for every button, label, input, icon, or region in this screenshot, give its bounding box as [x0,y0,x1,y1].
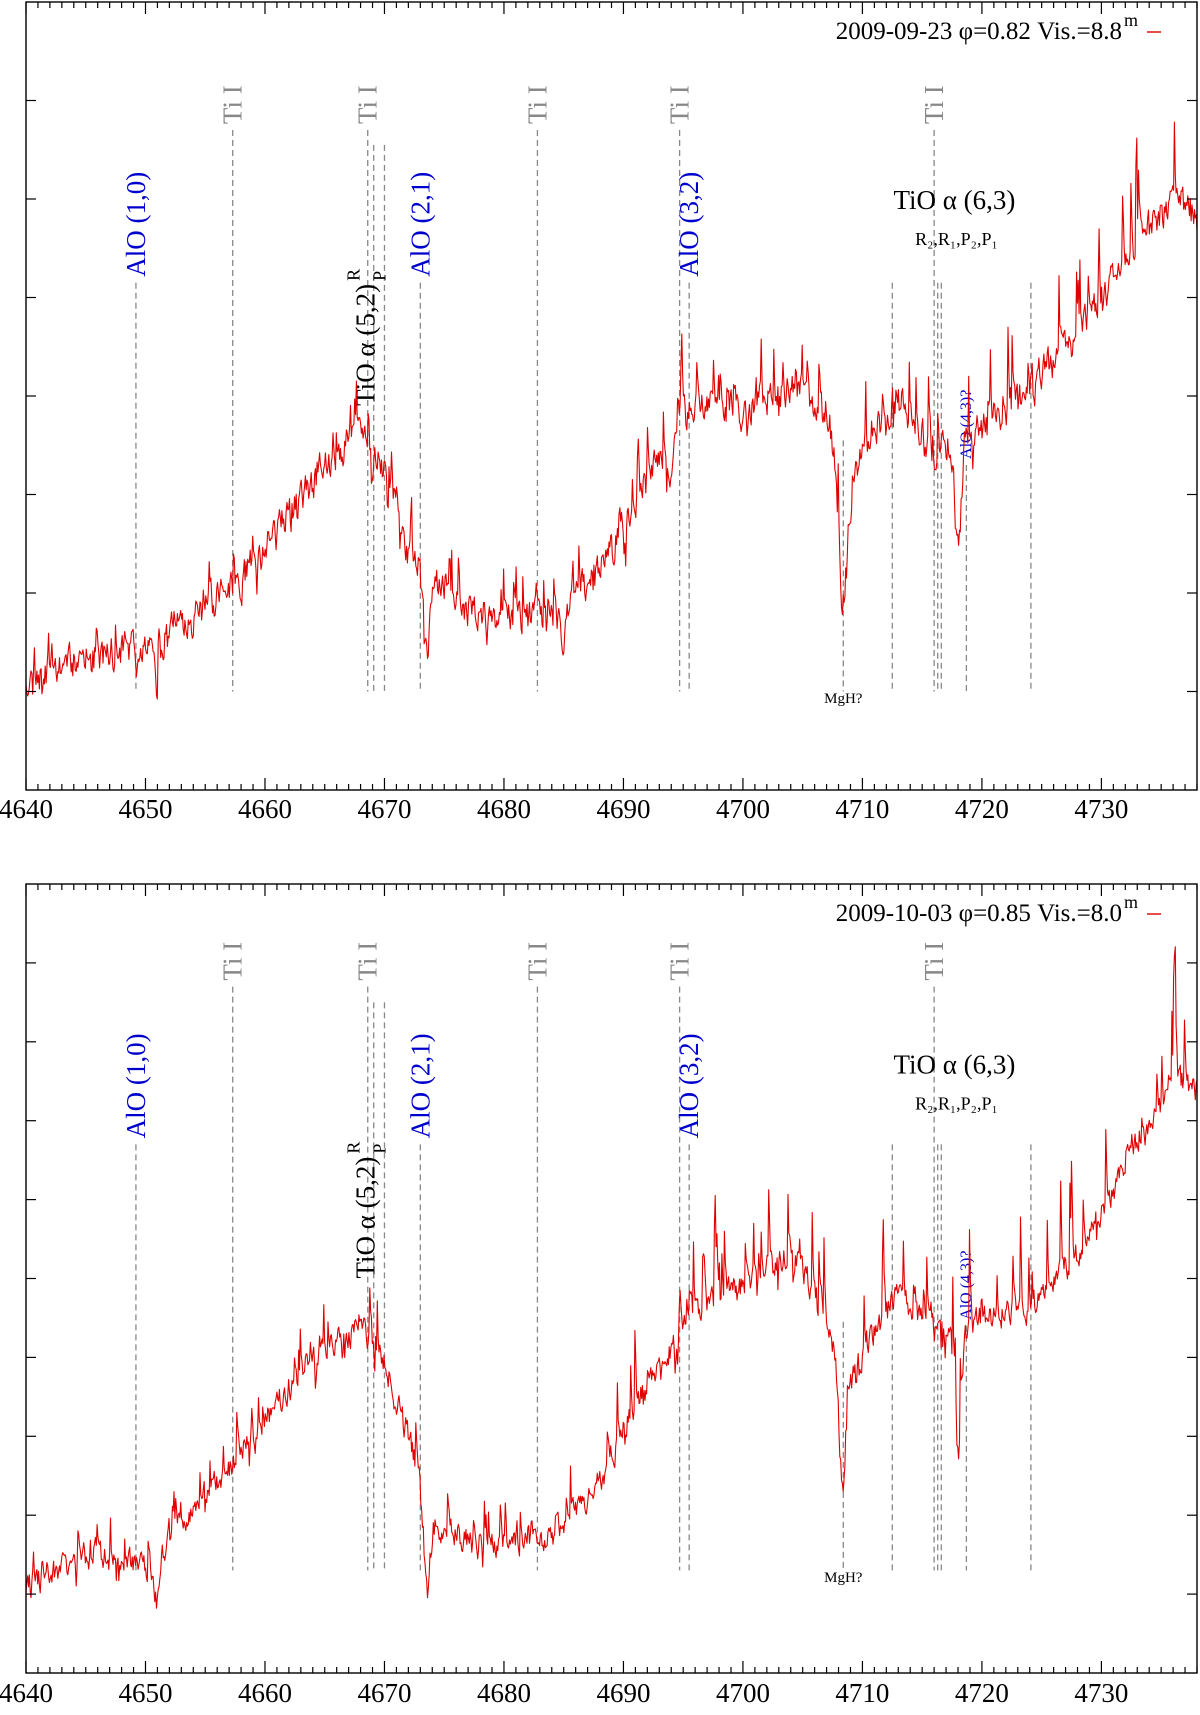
x-tick-label: 4730 [1074,1678,1128,1708]
x-tick-label: 4670 [357,794,411,824]
ti-label: Ti I [353,942,383,981]
y-axis [26,962,1197,1595]
x-tick-label: 4660 [238,794,292,824]
tio-63-label: TiO α (6,3) [893,185,1015,215]
tio-52-sup: R [343,269,363,281]
legend-label: 2009-09-23 φ=0.82 Vis.=8.8 [836,18,1122,45]
x-tick-label: 4650 [118,1678,172,1708]
legend-sup: m [1124,10,1138,30]
ti-label: Ti I [218,942,248,981]
x-axis: 4640 4650 4660 4670 4680 4690 4700 4710 4720 4730 [0,2,1198,824]
x-tick-label: 4710 [835,794,889,824]
line-identifications: AlO (1,0) Ti I Ti I AlO (2,1) Ti I Ti I AlO (3… [121,85,1032,707]
chart-panel-2: AlO (1,0) Ti I Ti I AlO (2,1) Ti I Ti I AlO (3… [0,883,1198,1708]
ti-label: Ti I [919,942,949,981]
y-axis [26,99,1197,693]
tio-52-label: TiO α (5,2) [350,1157,380,1279]
tio-63-label: TiO α (6,3) [893,1049,1015,1079]
x-tick-label: 4720 [955,794,1009,824]
tio-63-branches: R₂,R₁,P₂,P₁ [915,1093,998,1113]
x-tick-label: 4690 [596,1678,650,1708]
tio-52-label: TiO α (5,2) [350,284,380,406]
x-tick-label: 4680 [477,1678,531,1708]
alo-label: AlO (2,1) [405,1033,435,1138]
spectrum-line [26,121,1197,700]
alo-label: AlO (3,2) [674,1033,704,1138]
plot-frame [25,1,1198,791]
ti-label: Ti I [353,85,383,124]
tio-52-label-group: TiO α (5,2) R P [343,1142,389,1279]
x-tick-label: 4680 [477,794,531,824]
x-tick-label: 4640 [0,1678,53,1708]
ti-label: Ti I [665,85,695,124]
ti-label: Ti I [665,942,695,981]
tio-63-branches: R₂,R₁,P₂,P₁ [915,229,998,249]
x-tick-label: 4730 [1074,794,1128,824]
chart-panel-1: AlO (1,0) Ti I Ti I AlO (2,1) Ti I Ti I AlO (3… [0,1,1198,824]
x-tick-label: 4640 [0,794,53,824]
mgh-label: MgH? [824,691,863,707]
x-tick-label: 4690 [596,794,650,824]
legend-label: 2009-10-03 φ=0.85 Vis.=8.0 [836,900,1122,927]
x-tick-label: 4670 [357,1678,411,1708]
x-tick-label: 4660 [238,1678,292,1708]
alo-small-label: AlO (4,3)? [958,1251,975,1320]
x-tick-label: 4650 [118,794,172,824]
line-identifications: AlO (1,0) Ti I Ti I AlO (2,1) Ti I Ti I AlO (3… [121,942,1032,1586]
legend: 2009-09-23 φ=0.82 Vis.=8.8 m [836,10,1161,45]
x-tick-label: 4700 [716,1678,770,1708]
ti-label: Ti I [218,85,248,124]
tio-52-sub: P [369,1144,389,1154]
alo-small-label: AlO (4,3)? [958,390,975,459]
alo-label: AlO (1,0) [121,1033,151,1138]
tio-52-sub: P [369,271,389,281]
mgh-label: MgH? [824,1570,863,1586]
alo-label: AlO (3,2) [674,172,704,277]
ti-label: Ti I [522,942,552,981]
x-tick-label: 4720 [955,1678,1009,1708]
tio-52-label-group: TiO α (5,2) R P [343,269,389,406]
ti-label: Ti I [522,85,552,124]
x-tick-label: 4710 [835,1678,889,1708]
ti-label: Ti I [919,85,949,124]
tio-52-sup: R [343,1142,363,1154]
alo-label: AlO (2,1) [405,172,435,277]
legend-sup: m [1124,892,1138,912]
spectrum-line [26,946,1197,1609]
legend: 2009-10-03 φ=0.85 Vis.=8.0 m [836,892,1161,927]
x-tick-label: 4700 [716,794,770,824]
x-axis: 4640 4650 4660 4670 4680 4690 4700 4710 4720 4730 [0,884,1198,1708]
alo-label: AlO (1,0) [121,172,151,277]
